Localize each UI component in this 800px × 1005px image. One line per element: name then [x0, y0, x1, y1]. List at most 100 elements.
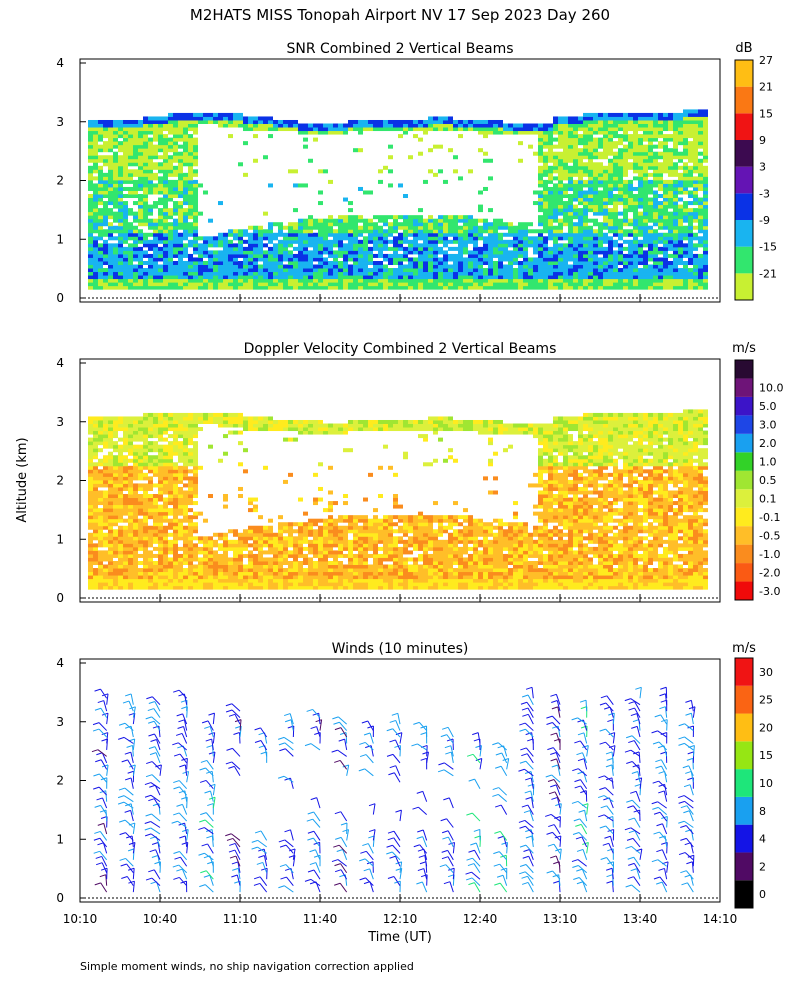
heat-cell [438, 145, 443, 149]
heat-cell [588, 229, 593, 233]
heat-cell [253, 247, 258, 251]
heat-cell [498, 261, 503, 265]
heat-cell [113, 257, 118, 261]
heat-cell [698, 208, 703, 212]
heat-cell [448, 279, 453, 283]
heat-cell [568, 236, 573, 240]
colorbar-label: 27 [759, 54, 773, 67]
heat-cell [153, 431, 158, 435]
heat-cell [588, 261, 593, 265]
heat-cell [613, 279, 618, 283]
heat-cell [458, 127, 463, 131]
heat-cell [643, 176, 648, 180]
heat-cell [623, 198, 628, 202]
heat-cell [178, 166, 183, 170]
heat-cell [673, 261, 678, 265]
heat-cell [648, 286, 653, 290]
heat-cell [563, 176, 568, 180]
heat-cell [598, 205, 603, 209]
heat-cell [113, 219, 118, 223]
heat-cell [648, 208, 653, 212]
heat-cell [603, 236, 608, 240]
heat-cell [493, 279, 498, 283]
panel-title: Doppler Velocity Combined 2 Vertical Bea… [244, 341, 557, 357]
heat-cell [538, 173, 543, 177]
colorbar-label: 3 [759, 161, 766, 174]
heat-cell [558, 162, 563, 166]
heat-cell [158, 240, 163, 244]
heat-cell [563, 250, 568, 254]
heat-cell [158, 586, 163, 590]
heat-cell [118, 526, 123, 530]
heat-cell [93, 572, 98, 576]
heat-cell [93, 582, 98, 586]
heat-cell [248, 286, 253, 290]
heat-cell [553, 162, 558, 166]
heat-cell [188, 268, 193, 272]
heat-cell [703, 205, 708, 209]
heat-cell [233, 282, 238, 286]
heat-cell [483, 254, 488, 258]
heat-cell [678, 152, 683, 156]
heat-cell [618, 166, 623, 170]
heat-cell [153, 134, 158, 138]
heat-cell [113, 490, 118, 494]
heat-cell [88, 180, 93, 184]
heat-cell [653, 131, 658, 135]
heat-cell [533, 190, 538, 194]
heat-cell [673, 233, 678, 237]
heat-cell [678, 113, 683, 117]
heat-cell [638, 254, 643, 258]
heat-cell [133, 138, 138, 142]
heat-cell [638, 229, 643, 233]
heat-cell [648, 219, 653, 223]
heat-cell [158, 134, 163, 138]
heat-cell [468, 254, 473, 258]
heat-cell [158, 508, 163, 512]
heat-cell [568, 183, 573, 187]
heat-cell [93, 455, 98, 459]
heat-cell [688, 180, 693, 184]
heat-cell [188, 187, 193, 191]
heat-cell [348, 222, 353, 226]
heat-cell [118, 201, 123, 205]
heat-cell [188, 226, 193, 230]
heat-cell [603, 152, 608, 156]
heat-cell [408, 120, 413, 124]
heat-cell [658, 120, 663, 124]
heat-cell [443, 268, 448, 272]
heat-cell [123, 257, 128, 261]
heat-cell [563, 261, 568, 265]
heat-cell [523, 275, 528, 279]
heat-cell [513, 257, 518, 261]
heat-cell [98, 268, 103, 272]
heat-cell [453, 282, 458, 286]
heat-cell [143, 194, 148, 198]
heat-cell [428, 127, 433, 131]
heat-cell [668, 254, 673, 258]
heat-cell [88, 279, 93, 283]
heat-cell [393, 236, 398, 240]
heat-cell [128, 536, 133, 540]
heat-cell [183, 243, 188, 247]
heat-cell [683, 127, 688, 131]
heat-cell [673, 194, 678, 198]
heat-cell [298, 282, 303, 286]
heat-cell [648, 138, 653, 142]
heat-cell [173, 201, 178, 205]
heat-cell [98, 579, 103, 583]
heat-cell [98, 215, 103, 219]
heat-cell [98, 236, 103, 240]
heat-cell [123, 501, 128, 505]
heat-cell [173, 134, 178, 138]
heat-cell [148, 169, 153, 173]
heat-cell [283, 243, 288, 247]
heat-cell [273, 250, 278, 254]
heat-cell [518, 229, 523, 233]
heat-cell [183, 452, 188, 456]
heat-cell [93, 536, 98, 540]
heat-cell [673, 205, 678, 209]
heat-cell [553, 268, 558, 272]
heat-cell [128, 208, 133, 212]
heat-cell [148, 462, 153, 466]
